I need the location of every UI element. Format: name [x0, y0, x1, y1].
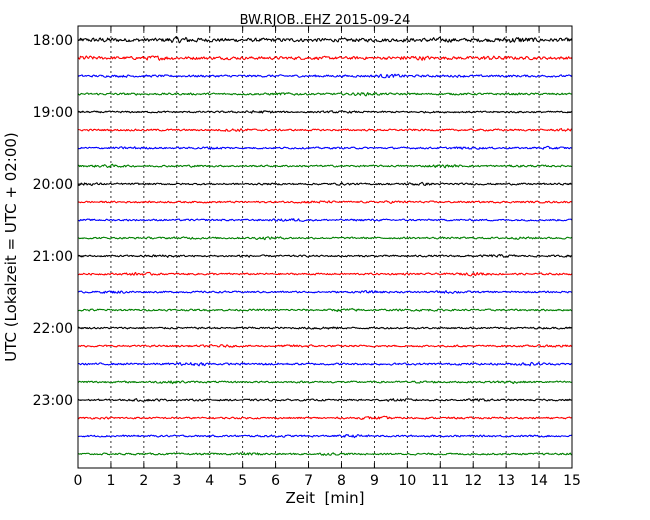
- trace-2100: [77, 253, 573, 258]
- trace-2000: [77, 181, 573, 187]
- trace-2315: [77, 415, 573, 420]
- trace-2215: [77, 344, 573, 348]
- x-tick-label: 0: [74, 473, 83, 489]
- plot-frame: [77, 25, 573, 469]
- y-tick-label: 20:00: [33, 177, 73, 193]
- traces: [77, 36, 573, 456]
- trace-1915: [77, 127, 573, 132]
- trace-2300: [77, 398, 573, 402]
- x-tick-labels: 0 1 2 3 4 5 6 7 8 9 10 11 12 13 14 15: [74, 473, 581, 489]
- y-tick-label: 18:00: [33, 33, 73, 49]
- trace-2030: [77, 218, 573, 222]
- trace-1815: [77, 55, 573, 61]
- y-tick-label: 22:00: [33, 321, 73, 337]
- y-axis-label: UTC (Lokalzeit = UTC + 02:00): [2, 132, 20, 362]
- x-tick-label: 1: [106, 473, 115, 489]
- x-tick-label: 5: [238, 473, 247, 489]
- x-tick-label: 8: [337, 473, 346, 489]
- y-tick-labels: 18:00 19:00 20:00 21:00 22:00 23:00: [33, 33, 73, 409]
- grid: [110, 26, 540, 468]
- y-tick-label: 21:00: [33, 249, 73, 265]
- x-tick-label: 6: [271, 473, 280, 489]
- x-axis-label: Zeit [min]: [285, 489, 364, 507]
- trace-1900: [77, 110, 573, 114]
- x-tick-label: 2: [139, 473, 148, 489]
- y-tick-label: 23:00: [33, 393, 73, 409]
- trace-1830: [77, 73, 573, 79]
- x-tick-label: 7: [304, 473, 313, 489]
- trace-2045: [77, 236, 573, 241]
- x-tick-label: 11: [431, 473, 449, 489]
- x-tick-label: 13: [497, 473, 515, 489]
- trace-2330: [77, 434, 573, 439]
- trace-2230: [77, 361, 573, 367]
- x-tick-label: 15: [563, 473, 581, 489]
- trace-2115: [77, 271, 573, 277]
- trace-2130: [77, 290, 573, 294]
- chart-title: BW.RJOB..EHZ 2015-09-24: [240, 13, 411, 28]
- y-tick-label: 19:00: [33, 105, 73, 121]
- trace-2145: [77, 307, 573, 313]
- x-tick-label: 4: [205, 473, 214, 489]
- trace-2345: [77, 452, 573, 456]
- x-tick-label: 12: [464, 473, 482, 489]
- trace-1930: [77, 145, 573, 150]
- x-tick-label: 14: [530, 473, 548, 489]
- trace-2015: [77, 200, 573, 205]
- x-tick-label: 3: [172, 473, 181, 489]
- axis-ticks: [77, 26, 573, 468]
- x-tick-label: 10: [398, 473, 416, 489]
- trace-1800: [77, 36, 573, 44]
- trace-1945: [77, 163, 573, 169]
- trace-2200: [77, 326, 573, 330]
- x-tick-label: 9: [370, 473, 379, 489]
- trace-2245: [77, 380, 573, 385]
- trace-1845: [77, 92, 573, 97]
